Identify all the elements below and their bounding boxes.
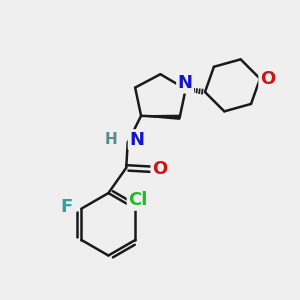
Text: N: N — [129, 130, 144, 148]
Text: F: F — [61, 198, 73, 216]
Text: O: O — [152, 160, 167, 178]
Polygon shape — [141, 116, 180, 119]
Text: Cl: Cl — [128, 191, 148, 209]
Text: N: N — [178, 74, 193, 92]
Text: O: O — [260, 70, 275, 88]
Text: H: H — [105, 132, 117, 147]
